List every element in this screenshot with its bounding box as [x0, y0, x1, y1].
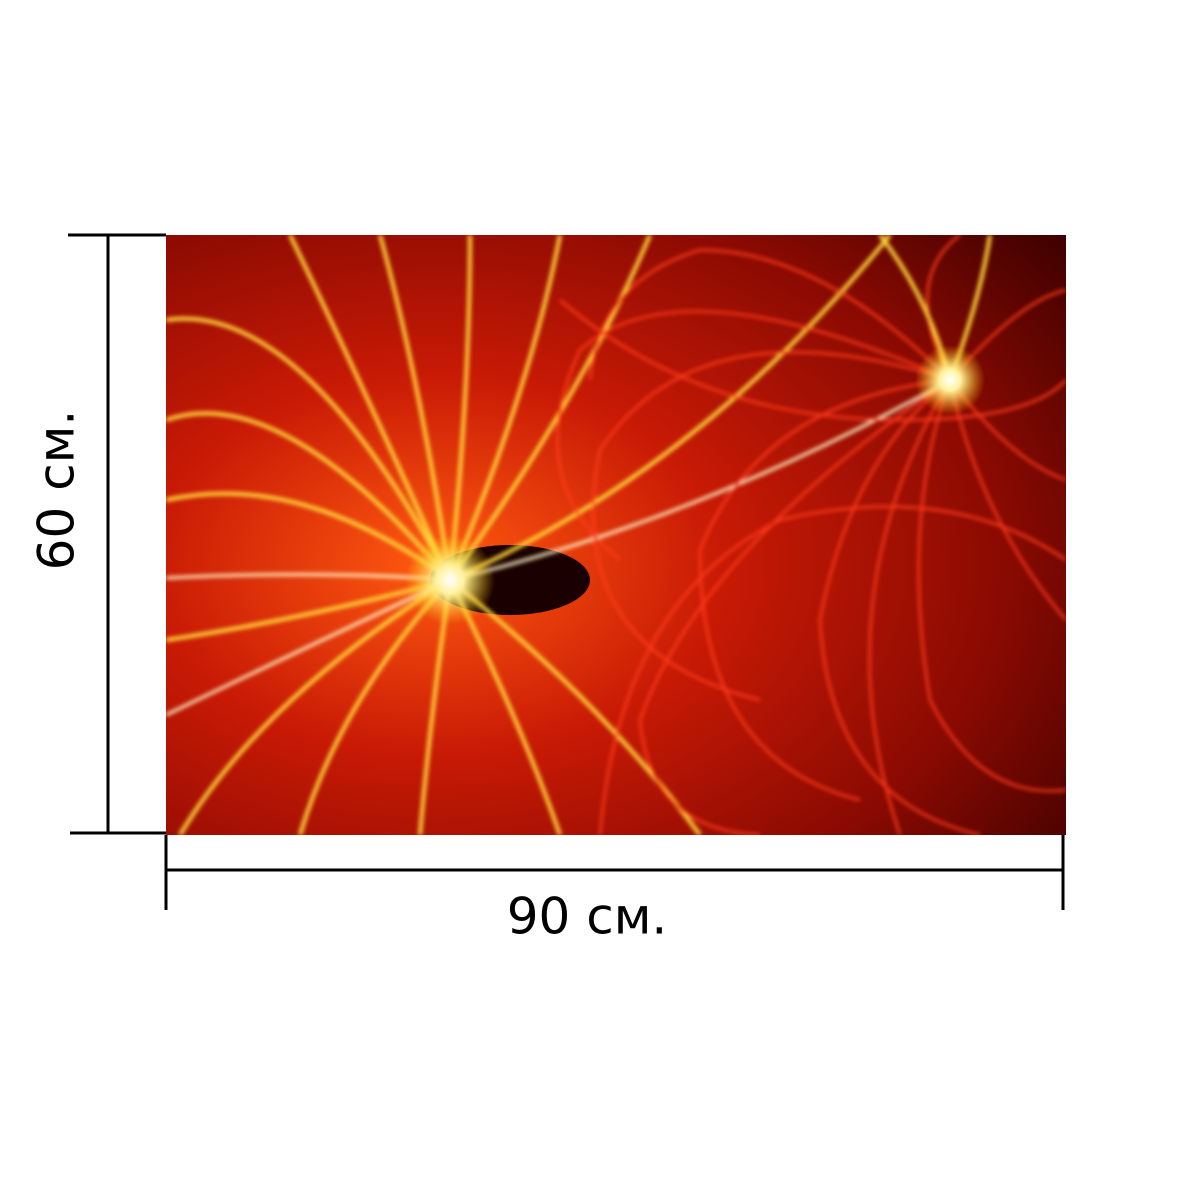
width-label: 90 см. — [507, 888, 668, 946]
width-dimension: 90 см. — [164, 835, 1065, 946]
height-dimension: 60 см. — [28, 233, 166, 835]
height-label: 60 см. — [28, 410, 86, 571]
artwork — [166, 235, 1066, 835]
